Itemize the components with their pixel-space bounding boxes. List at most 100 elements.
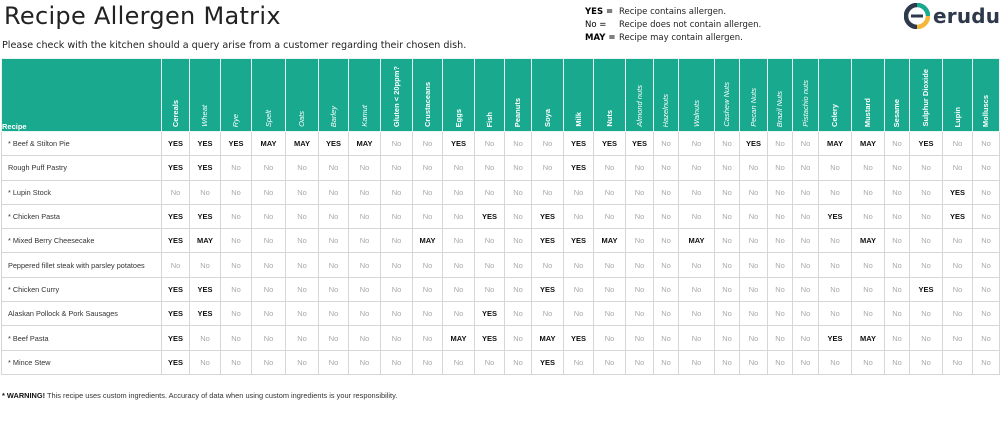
allergen-cell: No xyxy=(653,155,679,181)
allergen-cell: YES xyxy=(909,130,943,157)
allergen-cell: No xyxy=(412,325,443,351)
allergen-cell: No xyxy=(161,179,190,205)
allergen-cell: No xyxy=(251,301,286,327)
allergen-cell: YES xyxy=(220,130,252,157)
allergen-cell: No xyxy=(504,228,532,254)
allergen-cell: No xyxy=(348,179,381,205)
recipe-name: * Chicken Pasta xyxy=(1,203,162,230)
allergen-cell: No xyxy=(678,276,715,303)
allergen-cell: No xyxy=(942,349,973,375)
allergen-cell: No xyxy=(474,130,505,157)
allergen-cell: No xyxy=(972,325,1000,351)
allergen-cell: No xyxy=(251,349,286,375)
allergen-cell: No xyxy=(380,203,413,230)
allergen-label: Milk xyxy=(573,112,583,127)
allergen-cell: YES xyxy=(942,179,973,205)
allergen-cell: YES xyxy=(161,325,190,351)
allergen-label: Fish xyxy=(484,111,494,127)
allergen-label: Soya xyxy=(542,109,552,127)
allergen-cell: No xyxy=(189,179,221,205)
allergen-cell: No xyxy=(220,252,252,278)
column-header-allergen: Soya xyxy=(531,58,564,132)
allergen-cell: No xyxy=(653,276,679,303)
allergen-cell: No xyxy=(161,252,190,278)
allergen-cell: No xyxy=(285,155,319,181)
table-row: * Lupin Stock No No No No No No No No No No No No No N… xyxy=(1,179,1000,205)
allergen-cell: No xyxy=(739,276,768,303)
allergen-cell: No xyxy=(818,349,852,375)
allergen-cell: No xyxy=(714,301,740,327)
allergen-cell: No xyxy=(563,179,594,205)
allergen-cell: No xyxy=(625,155,654,181)
allergen-cell: No xyxy=(318,276,349,303)
allergen-cell: No xyxy=(625,349,654,375)
allergen-cell: No xyxy=(412,301,443,327)
allergen-cell: No xyxy=(792,325,819,351)
allergen-cell: YES xyxy=(563,130,594,157)
allergen-cell: No xyxy=(714,155,740,181)
allergen-cell: No xyxy=(714,228,740,254)
allergen-cell: No xyxy=(653,203,679,230)
erudus-logo[interactable]: erudus xyxy=(904,3,1000,29)
allergen-cell: No xyxy=(714,203,740,230)
allergen-cell: No xyxy=(767,179,793,205)
allergen-cell: No xyxy=(412,349,443,375)
allergen-cell: No xyxy=(767,276,793,303)
allergen-cell: No xyxy=(909,155,943,181)
allergen-cell: No xyxy=(220,155,252,181)
column-header-allergen: Mustard xyxy=(851,58,885,132)
column-header-allergen: Rye xyxy=(220,58,252,132)
allergen-cell: No xyxy=(412,276,443,303)
allergen-cell: No xyxy=(348,301,381,327)
allergen-cell: No xyxy=(884,349,910,375)
allergen-cell: No xyxy=(942,301,973,327)
column-header-allergen: Almond nuts xyxy=(625,58,654,132)
allergen-cell: YES xyxy=(161,155,190,181)
allergen-cell: No xyxy=(851,155,885,181)
allergen-cell: No xyxy=(531,252,564,278)
legend-description: Recipe contains allergen. xyxy=(619,7,727,17)
allergen-cell: No xyxy=(318,349,349,375)
allergen-cell: No xyxy=(348,276,381,303)
allergen-label: Barley xyxy=(328,105,338,127)
allergen-cell: YES xyxy=(593,130,626,157)
recipe-name: * Beef Pasta xyxy=(1,325,162,351)
allergen-cell: No xyxy=(593,325,626,351)
allergen-cell: No xyxy=(220,325,252,351)
allergen-cell: No xyxy=(767,349,793,375)
allergen-cell: No xyxy=(714,349,740,375)
table-row: * Mixed Berry Cheesecake YES MAY No No No No No… xyxy=(1,228,1000,254)
allergen-cell: No xyxy=(739,155,768,181)
allergen-cell: No xyxy=(504,349,532,375)
allergen-cell: No xyxy=(285,203,319,230)
allergen-cell: No xyxy=(678,203,715,230)
allergen-cell: YES xyxy=(189,155,221,181)
legend-key: No = xyxy=(585,20,607,30)
allergen-cell: YES xyxy=(563,325,594,351)
allergen-cell: YES xyxy=(474,203,505,230)
allergen-label: Kamut xyxy=(359,105,369,127)
allergen-label: Brazil Nuts xyxy=(775,90,784,127)
column-header-allergen: Celery xyxy=(818,58,852,132)
page-title: Recipe Allergen Matrix xyxy=(4,2,281,30)
column-header-allergen: Cashew Nuts xyxy=(714,58,740,132)
recipe-name: * Mixed Berry Cheesecake xyxy=(1,228,162,254)
allergen-cell: No xyxy=(678,325,715,351)
allergen-cell: YES xyxy=(161,276,190,303)
allergen-cell: No xyxy=(474,155,505,181)
allergen-cell: No xyxy=(318,301,349,327)
allergen-cell: No xyxy=(593,349,626,375)
allergen-cell: No xyxy=(380,276,413,303)
column-header-allergen: Molluscs xyxy=(972,58,1000,132)
allergen-cell: No xyxy=(792,228,819,254)
allergen-cell: No xyxy=(714,325,740,351)
allergen-cell: No xyxy=(285,179,319,205)
allergen-label: Wheat xyxy=(200,105,209,127)
allergen-cell: No xyxy=(884,228,910,254)
allergen-cell: No xyxy=(531,155,564,181)
allergen-cell: No xyxy=(767,130,793,157)
column-header-allergen: Crustaceans xyxy=(412,58,443,132)
recipe-name: * Lupin Stock xyxy=(1,179,162,205)
allergen-cell: No xyxy=(380,179,413,205)
allergen-label: Pistachio nuts xyxy=(800,80,810,127)
